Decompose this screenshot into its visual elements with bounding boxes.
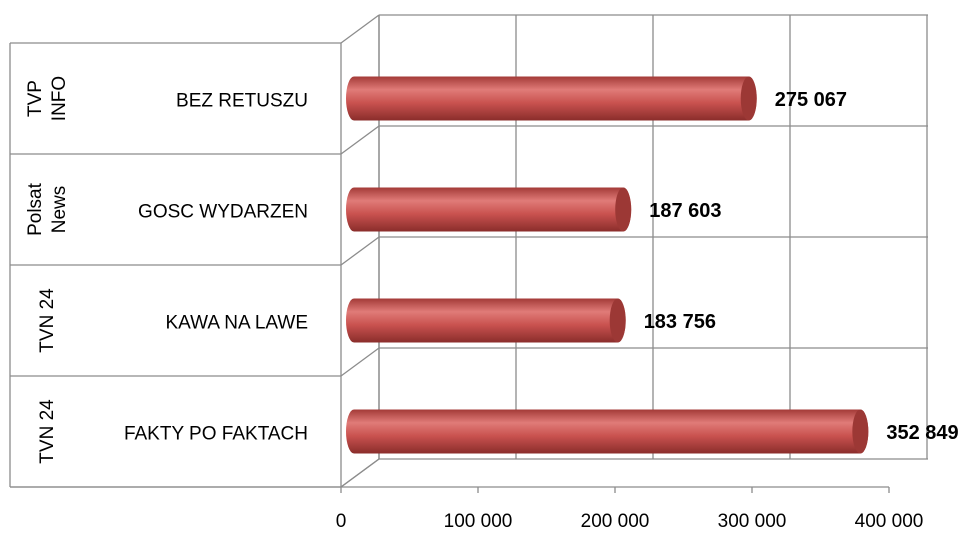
bar-body [346, 187, 632, 232]
bar-cap [740, 76, 757, 121]
depth-line [340, 236, 380, 266]
value-label: 183 756 [644, 311, 716, 333]
depth-line [340, 125, 380, 155]
category-label: BEZ RETUSZU [176, 91, 308, 112]
group-label: News [49, 186, 70, 234]
x-tick-label: 200 000 [581, 511, 650, 532]
group-label: TVN 24 [37, 288, 58, 353]
bar-body [346, 76, 757, 121]
x-tick-label: 400 000 [855, 511, 924, 532]
bar [346, 298, 626, 343]
category-label: GOSC WYDARZEN [138, 202, 308, 223]
value-label: 352 849 [886, 422, 958, 444]
group-label: INFO [49, 76, 70, 121]
bar-cap [852, 409, 869, 454]
depth-line [340, 14, 380, 44]
value-label: 187 603 [649, 200, 721, 222]
group-label: TVN 24 [37, 399, 58, 464]
group-label: TVP [25, 80, 46, 117]
category-label: FAKTY PO FAKTACH [124, 424, 308, 445]
bar-body [346, 298, 626, 343]
bar [346, 409, 869, 454]
group-label: Polsat [25, 182, 46, 236]
bar-cap [609, 298, 626, 343]
x-tick-label: 0 [336, 511, 347, 532]
value-label: 275 067 [775, 89, 847, 111]
depth-line [340, 458, 380, 488]
x-tick-label: 100 000 [444, 511, 513, 532]
bar-cap [615, 187, 632, 232]
bar [346, 76, 757, 121]
bar-body [346, 409, 869, 454]
x-tick-label: 300 000 [718, 511, 787, 532]
bar [346, 187, 632, 232]
depth-line [340, 347, 380, 377]
category-label: KAWA NA LAWE [165, 313, 308, 334]
